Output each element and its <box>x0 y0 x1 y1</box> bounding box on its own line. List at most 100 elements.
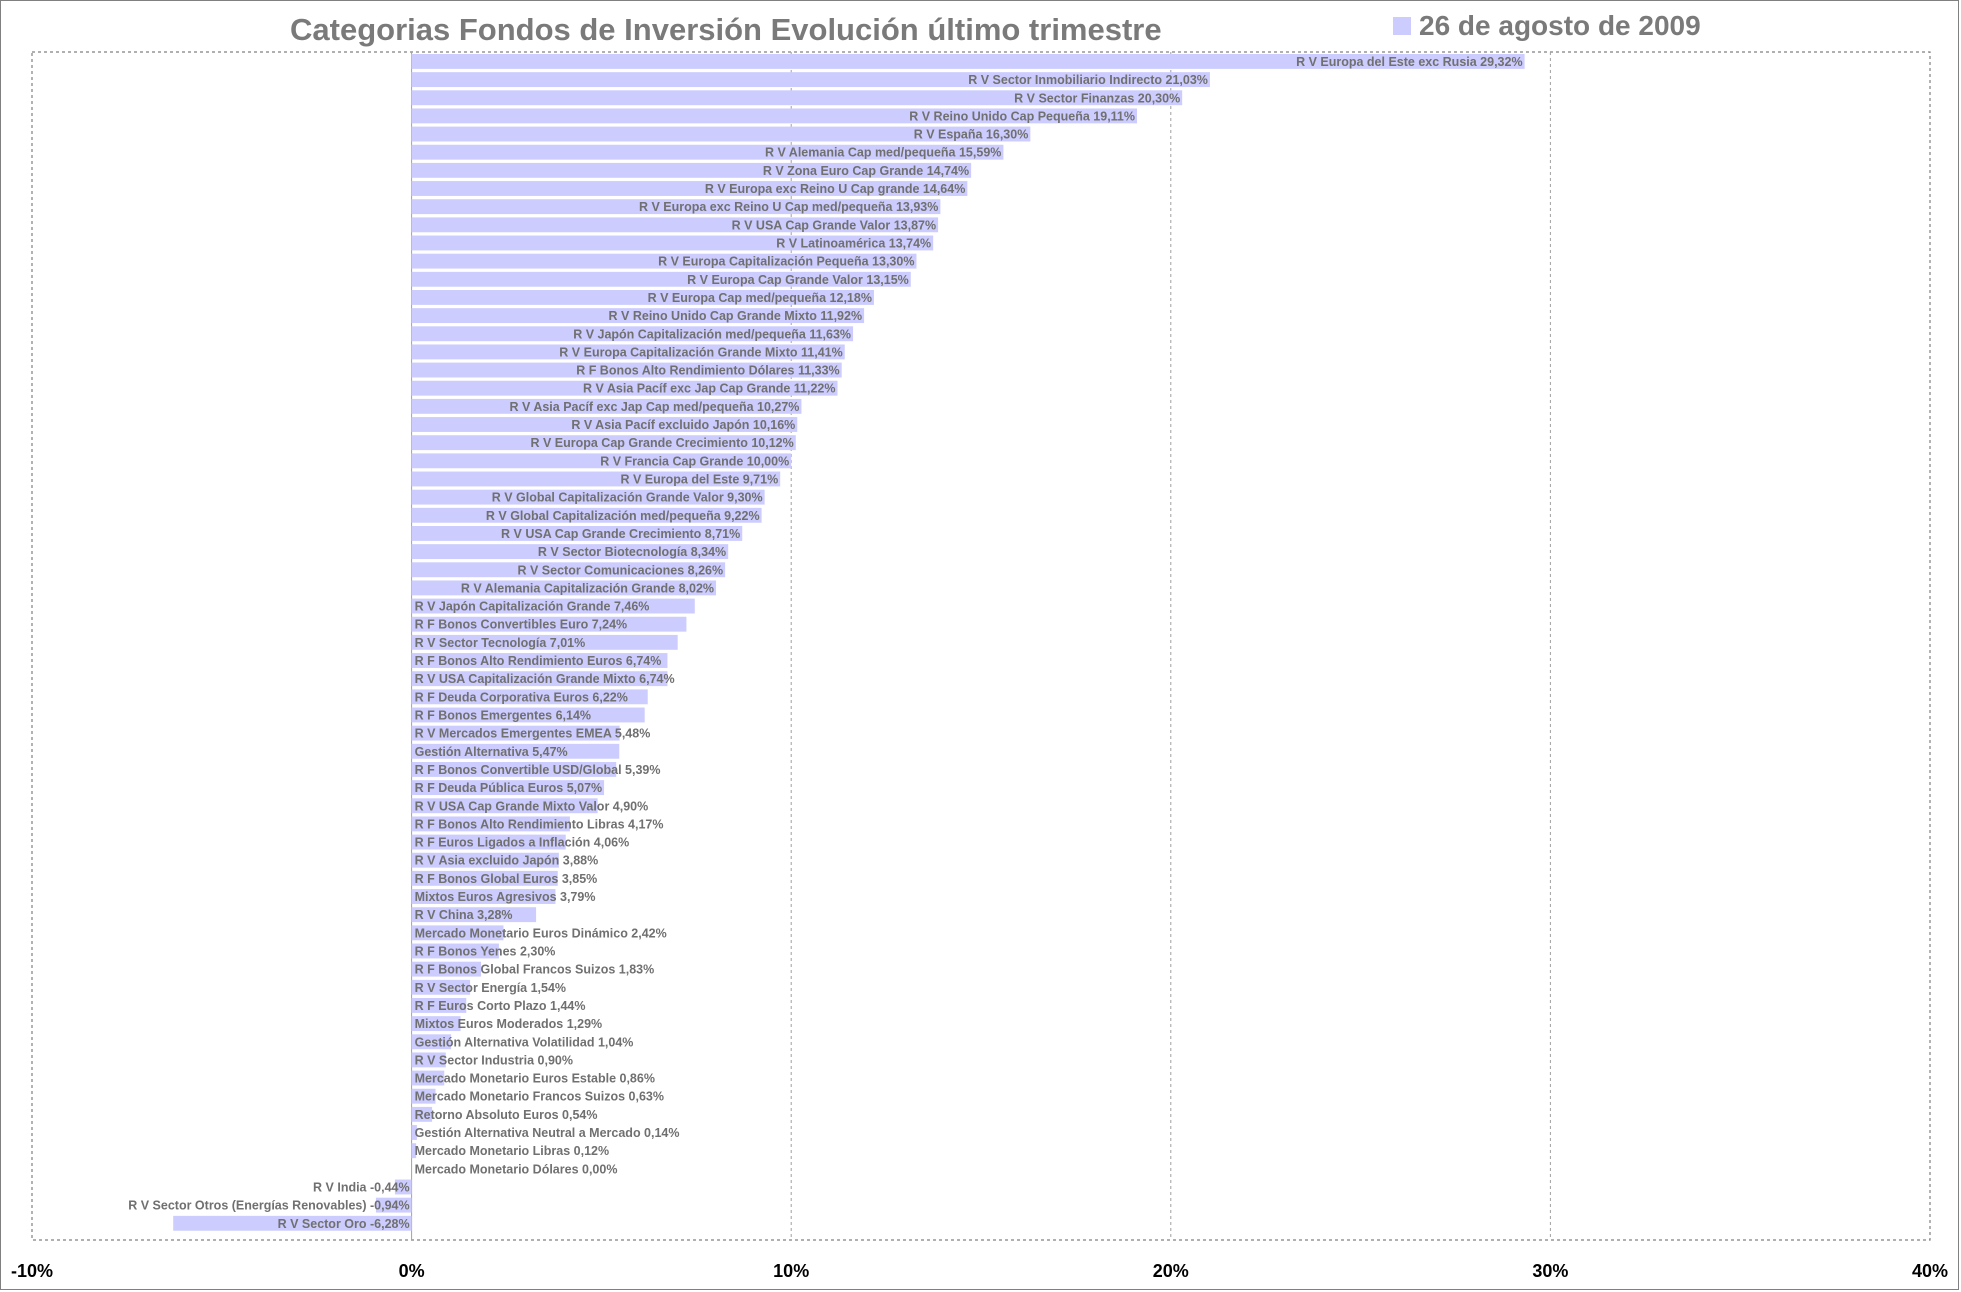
bar-64 <box>173 1215 412 1231</box>
bar-label-10: R V Latinoamérica 13,74% <box>776 236 931 250</box>
bar-60 <box>411 1143 417 1159</box>
bar-62 <box>394 1179 412 1195</box>
bar-label-21: R V Europa Cap Grande Crecimiento 10,12% <box>530 436 793 450</box>
bar-label-24: R V Global Capitalización Grande Valor 9… <box>492 491 763 505</box>
bar-42 <box>411 816 570 832</box>
bar-label-33: R F Bonos Alto Rendimiento Euros 6,74% <box>415 654 662 668</box>
bar-label-43: R F Euros Ligados a Inflación 4,06% <box>415 836 630 850</box>
bar-58 <box>411 1106 433 1122</box>
bar-21 <box>411 435 796 451</box>
bar-label-11: R V Europa Capitalización Pequeña 13,30% <box>658 255 914 269</box>
bar-label-23: R V Europa del Este 9,71% <box>620 472 778 486</box>
bar-label-53: Mixtos Euros Moderados 1,29% <box>415 1017 603 1031</box>
bar-label-57: Mercado Monetario Francos Suizos 0,63% <box>415 1090 664 1104</box>
bar-label-0: R V Europa del Este exc Rusia 29,32% <box>1296 55 1523 69</box>
bar-label-1: R V Sector Inmobiliario Indirecto 21,03% <box>968 73 1208 87</box>
bar-label-58: Retorno Absoluto Euros 0,54% <box>415 1108 598 1122</box>
bar-31 <box>411 616 687 632</box>
bar-label-51: R V Sector Energía 1,54% <box>415 981 566 995</box>
bar-41 <box>411 798 598 814</box>
bar-57 <box>411 1088 436 1104</box>
bar-label-25: R V Global Capitalización med/pequeña 9,… <box>486 509 760 523</box>
bar-55 <box>411 1052 446 1068</box>
bar-label-14: R V Reino Unido Cap Grande Mixto 11,92% <box>609 309 863 323</box>
x-tick-label-0: -10% <box>11 1261 53 1281</box>
bar-label-41: R V USA Cap Grande Mixto Valor 4,90% <box>415 799 649 813</box>
bar-23 <box>411 471 781 487</box>
bar-labels-layer: R V Europa del Este exc Rusia 29,32% R V … <box>128 55 1522 1231</box>
bar-63 <box>375 1197 412 1213</box>
bar-label-26: R V USA Cap Grande Crecimiento 8,71% <box>501 527 740 541</box>
bar-label-20: R V Asia Pacíf excluido Japón 10,16% <box>571 418 795 432</box>
x-tick-label-1: 0% <box>399 1261 425 1281</box>
chart-legend: 26 de agosto de 2009 <box>1393 10 1701 42</box>
bar-59 <box>411 1125 417 1140</box>
bar-19 <box>411 398 802 414</box>
bar-45 <box>411 870 558 886</box>
bar-24 <box>411 489 765 505</box>
bar-label-36: R F Bonos Emergentes 6,14% <box>415 708 591 722</box>
bar-54 <box>411 1034 452 1050</box>
bar-label-48: Mercado Monetario Euros Dinámico 2,42% <box>415 926 667 940</box>
bar-1 <box>411 72 1210 88</box>
bar-label-44: R V Asia excluido Japón 3,88% <box>415 854 599 868</box>
bar-label-59: Gestión Alternativa Neutral a Mercado 0,… <box>415 1126 680 1140</box>
bar-label-63: R V Sector Otros (Energías Renovables) -… <box>128 1199 409 1213</box>
legend-swatch <box>1393 17 1411 35</box>
bar-17 <box>411 362 842 378</box>
bar-label-42: R F Bonos Alto Rendimiento Libras 4,17% <box>415 817 664 831</box>
bar-label-32: R V Sector Tecnología 7,01% <box>415 636 586 650</box>
bar-9 <box>411 217 939 233</box>
bar-43 <box>411 834 566 850</box>
bar-label-15: R V Japón Capitalización med/pequeña 11,… <box>573 327 851 341</box>
bar-label-28: R V Sector Comunicaciones 8,26% <box>518 563 724 577</box>
bar-label-3: R V Reino Unido Cap Pequeña 19,11% <box>909 109 1135 123</box>
bar-label-7: R V Europa exc Reino U Cap grande 14,64% <box>705 182 966 196</box>
x-tick-label-2: 10% <box>773 1261 809 1281</box>
bar-label-46: Mixtos Euros Agresivos 3,79% <box>415 890 596 904</box>
bar-label-6: R V Zona Euro Cap Grande 14,74% <box>763 164 969 178</box>
x-axis-tick-labels: -10% 0% 10% 20% 30% 40% <box>11 1261 1948 1281</box>
bar-16 <box>411 344 845 360</box>
bar-label-30: R V Japón Capitalización Grande 7,46% <box>415 600 650 614</box>
bar-48 <box>411 925 504 941</box>
bar-53 <box>411 1016 461 1032</box>
bar-label-13: R V Europa Cap med/pequeña 12,18% <box>648 291 872 305</box>
bar-37 <box>411 725 620 741</box>
bar-34 <box>411 671 668 687</box>
bar-label-50: R F Bonos Global Francos Suizos 1,83% <box>415 963 655 977</box>
x-tick-label-5: 40% <box>1912 1261 1948 1281</box>
bar-label-17: R F Bonos Alto Rendimiento Dólares 11,33… <box>576 364 839 378</box>
plot-area-border <box>31 51 1931 1241</box>
bar-label-49: R F Bonos Yenes 2,30% <box>415 944 556 958</box>
bar-4 <box>411 126 1031 142</box>
bar-2 <box>411 90 1183 106</box>
bar-label-39: R F Bonos Convertible USD/Global 5,39% <box>415 763 661 777</box>
bar-6 <box>411 162 972 178</box>
x-tick-label-3: 20% <box>1153 1261 1189 1281</box>
bar-13 <box>411 290 874 305</box>
bar-35 <box>411 689 648 705</box>
bar-label-5: R V Alemania Cap med/pequeña 15,59% <box>765 146 1001 160</box>
bar-label-2: R V Sector Finanzas 20,30% <box>1014 91 1180 105</box>
bar-label-4: R V España 16,30% <box>914 128 1029 142</box>
bar-29 <box>411 580 717 596</box>
bar-49 <box>411 943 499 959</box>
bar-label-38: Gestión Alternativa 5,47% <box>415 745 568 759</box>
bar-40 <box>411 780 605 796</box>
bars-layer <box>173 54 1525 1231</box>
bar-51 <box>411 979 471 995</box>
bar-label-61: Mercado Monetario Dólares 0,00% <box>415 1162 618 1176</box>
bar-5 <box>411 144 1004 160</box>
bar-label-16: R V Europa Capitalización Grande Mixto 1… <box>559 345 842 359</box>
bar-47 <box>411 907 537 923</box>
bar-44 <box>411 852 559 868</box>
bar-label-56: Mercado Monetario Euros Estable 0,86% <box>415 1072 655 1086</box>
bar-32 <box>411 634 678 650</box>
bar-label-60: Mercado Monetario Libras 0,12% <box>415 1144 610 1158</box>
x-tick-label-4: 30% <box>1532 1261 1568 1281</box>
bar-30 <box>411 598 695 614</box>
bar-label-62: R V India -0,44% <box>313 1180 410 1194</box>
